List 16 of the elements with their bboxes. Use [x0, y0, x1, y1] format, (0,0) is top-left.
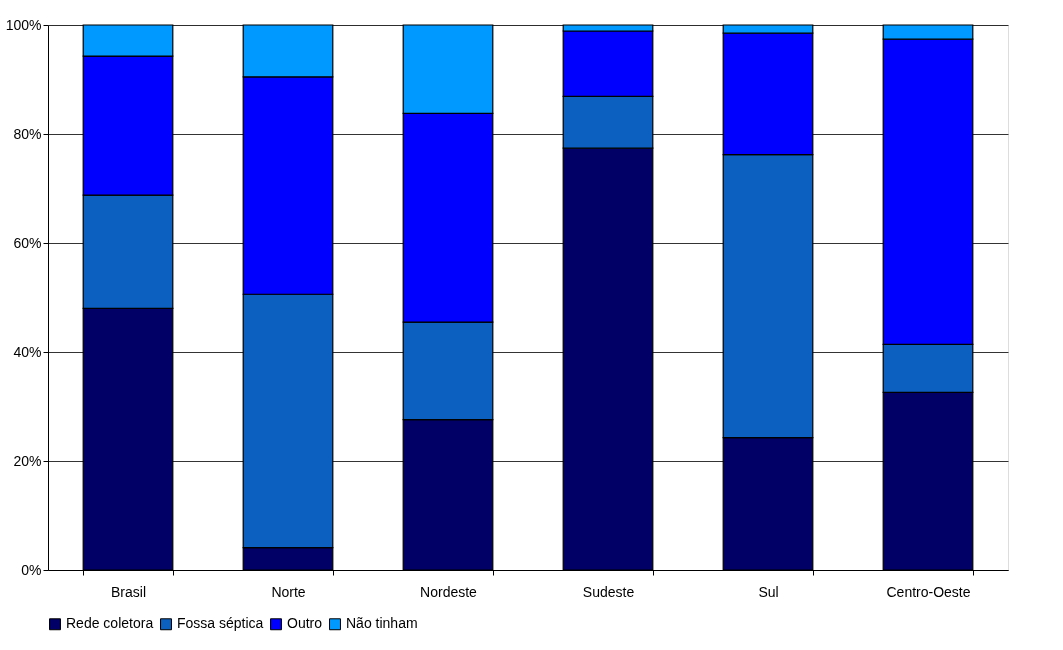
- x-tick-label: Sul: [758, 583, 779, 600]
- y-tick-label: 40%: [13, 343, 42, 360]
- legend-label: Fossa séptica: [177, 615, 264, 632]
- x-tick-label: Nordeste: [420, 583, 478, 600]
- legend-label: Rede coletora: [66, 615, 154, 632]
- y-tick-label: 100%: [5, 16, 42, 33]
- legend-label: Outro: [287, 615, 323, 632]
- y-tick-label: 20%: [13, 452, 42, 469]
- y-tick-label: 60%: [13, 234, 42, 251]
- x-tick-label: Sudeste: [582, 583, 635, 600]
- legend-label: Não tinham: [346, 615, 418, 632]
- y-tick-label: 80%: [13, 125, 42, 142]
- x-tick-label: Brasil: [110, 583, 147, 600]
- x-tick-label: Centro-Oeste: [886, 583, 971, 600]
- x-tick-label: Norte: [271, 583, 306, 600]
- y-tick-label: 0%: [21, 561, 42, 578]
